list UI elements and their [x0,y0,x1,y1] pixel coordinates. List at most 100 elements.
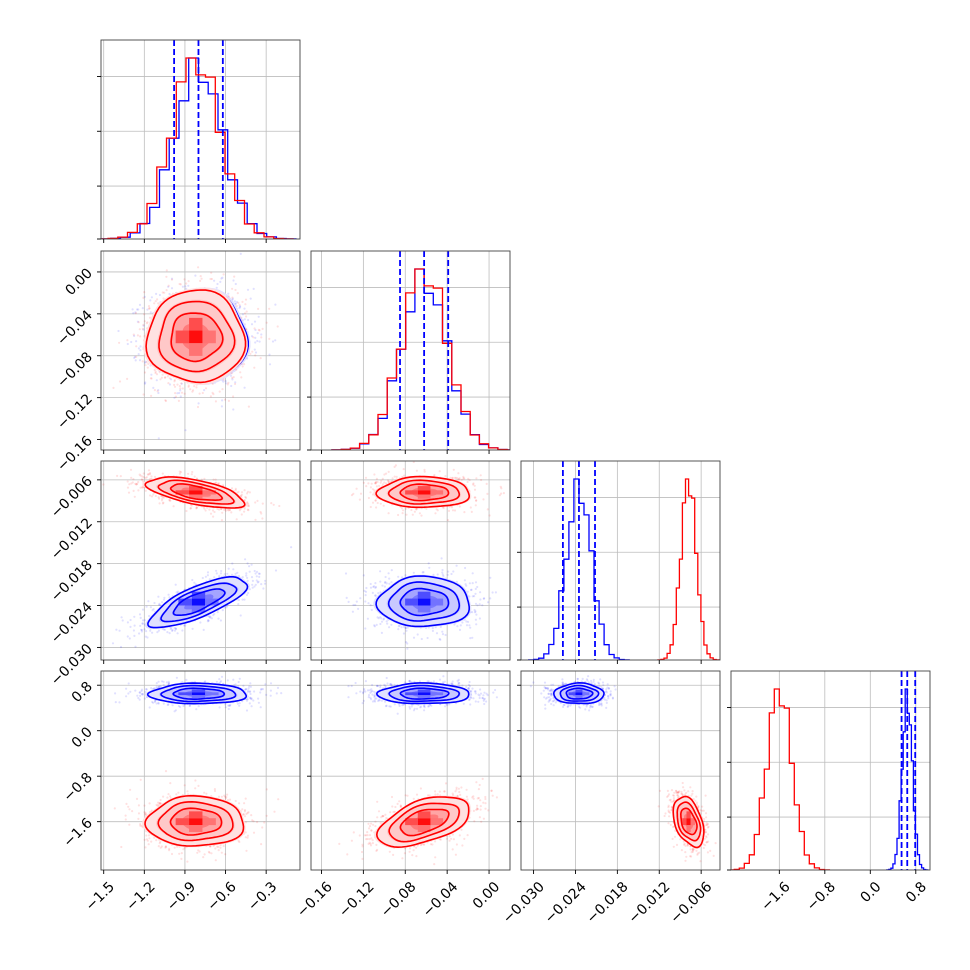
y-tick-label: 0.0 [69,724,96,751]
density-cell [686,825,691,832]
density-cell [189,825,203,832]
density-cell [189,818,203,826]
contour-line [144,476,246,509]
scatter-panel-3-0 [97,670,301,874]
y-tick-label: −0.12 [54,391,96,433]
contour-line [144,794,245,847]
contour-line [172,588,226,616]
density-cell [202,330,216,344]
y-tick-label: −0.16 [54,433,96,475]
panel-frame [100,670,301,871]
density-cell [189,317,203,331]
density-cell [191,591,206,599]
density-cell [191,695,206,698]
contour-line [388,802,461,843]
scatter-panel-2-1 [307,460,511,664]
density-cell [686,811,691,819]
density-cell [430,692,444,696]
histogram-red [657,478,720,660]
x-tick-label: −0.018 [584,879,632,927]
x-tick-label: −1.6 [758,879,793,914]
contour-line [676,801,702,842]
y-tick-label: 0.00 [62,265,95,298]
y-tick-label: −0.024 [48,599,96,647]
density-cell [191,692,206,696]
scatter-panel-3-1 [307,670,511,874]
density-cell [417,695,431,698]
contour-line [552,681,605,705]
contour-line [679,807,698,836]
y-tick-label: 0.8 [69,679,96,706]
x-tick-label: 0.0 [857,879,884,906]
x-tick-label: −0.12 [336,879,378,921]
contour-line [147,576,249,629]
x-tick-label: −0.006 [667,879,715,927]
contour-line [387,581,461,622]
density-cell [417,490,431,495]
panel-frame [100,460,301,661]
histogram-panel-3 [727,670,931,874]
histogram-panel-2 [517,460,721,664]
contour-line [158,300,236,373]
density-cell [417,605,431,613]
density-cell [582,692,590,696]
contour-line [399,808,450,837]
contour-line [559,684,600,702]
density-cell [189,490,203,495]
density-cell [417,486,431,491]
density-cell [191,598,206,606]
density-cell [202,818,216,826]
x-tick-label: −0.16 [294,879,336,921]
density-cell [430,818,444,826]
contour-line [146,682,247,705]
density-cell [417,598,431,606]
x-tick-label: 0.00 [470,879,503,912]
density-cell [417,825,431,832]
density-cell [417,494,431,499]
scatter-panel-1-0 [97,250,301,454]
density-cell [202,490,216,495]
x-tick-label: −1.5 [83,879,118,914]
density-cell [417,591,431,599]
contour-line [160,684,237,703]
contour-line [672,795,705,849]
density-cell [405,598,418,606]
contour-line [157,479,235,505]
histogram-panel-0 [97,39,301,243]
y-tick-label: −0.012 [48,515,96,563]
density-cell [430,490,444,495]
contour-line [388,684,461,703]
density-cell [417,811,431,819]
panel-frame [100,250,301,451]
contour-line [172,687,225,700]
density-cell [430,598,444,606]
density-cell [175,490,190,495]
density-cell [191,605,206,613]
density-cell [189,343,203,356]
x-tick-label: −0.08 [378,879,420,921]
x-tick-label: −0.024 [542,879,590,927]
density-cell [575,689,583,693]
y-tick-label: −0.04 [54,307,96,349]
panel-frame [310,250,511,451]
density-cell [686,818,691,826]
contour-line [565,687,594,700]
contour-line [160,582,238,623]
density-cell [690,818,695,826]
y-tick-label: −0.8 [60,770,95,805]
density-cell [175,330,190,344]
density-cell [205,692,219,696]
x-tick-label: −0.012 [626,879,674,927]
panel-frame [310,670,511,871]
contour-line [375,682,470,705]
contour-line [399,687,450,700]
density-cell [682,818,687,826]
density-cell [405,490,418,495]
x-tick-label: −0.8 [804,879,839,914]
density-cell [189,330,203,344]
contour-line [157,800,234,842]
histogram-red [731,688,831,870]
scatter-panel-2-0 [97,460,301,664]
contour-line [145,289,247,384]
